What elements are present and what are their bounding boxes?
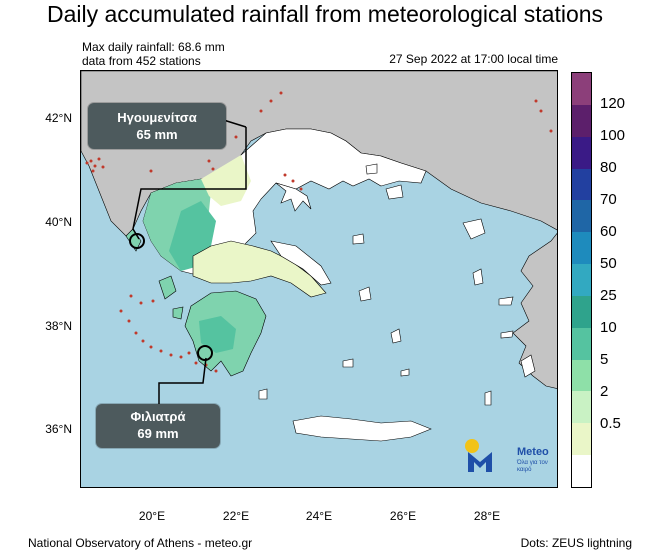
colorbar-label: 120	[600, 95, 626, 112]
colorbar-segment	[572, 295, 591, 328]
footer-lightning: Dots: ZEUS lightning	[520, 536, 632, 550]
callout-igoumenitsa-value: 65 mm	[136, 127, 178, 142]
colorbar-label: 0.5	[600, 415, 621, 432]
igoumenitsa-marker	[129, 233, 145, 249]
colorbar-segment	[572, 73, 591, 105]
kefalonia	[158, 275, 177, 300]
colorbar-segment	[572, 455, 591, 487]
karpathos	[484, 390, 492, 406]
lemnos	[385, 184, 404, 200]
lat-label-40: 40°N	[45, 215, 72, 229]
south-leader-line	[158, 357, 207, 411]
andros	[358, 286, 372, 302]
lon-label-20: 20°E	[138, 509, 166, 523]
lat-label-42: 42°N	[45, 111, 72, 125]
colorbar-label: 2	[600, 383, 609, 400]
lon-label-24: 24°E	[305, 509, 333, 523]
colorbar-segment	[572, 391, 591, 424]
thasos	[365, 163, 378, 175]
callout-filiatra-value: 69 mm	[137, 426, 179, 441]
rhodes	[520, 354, 536, 378]
colorbar-label: 80	[600, 159, 617, 176]
colorbar-segment	[572, 264, 591, 296]
evia	[270, 240, 332, 286]
colorbar-label: 70	[600, 191, 617, 208]
colorbar-segment	[572, 327, 591, 360]
lon-label-22: 22°E	[222, 509, 250, 523]
colorbar-label: 100	[600, 127, 626, 144]
colorbar-label: 10	[600, 319, 617, 336]
colorbar-segment	[572, 168, 591, 201]
footer-source: National Observatory of Athens - meteo.g…	[28, 536, 253, 550]
lat-label-36: 36°N	[45, 422, 72, 436]
filiatra-marker	[197, 345, 213, 361]
kos	[500, 330, 514, 339]
colorbar-segment	[572, 359, 591, 392]
thessaly-light	[201, 155, 251, 206]
colorbar-segment	[572, 232, 591, 265]
map-title: Daily accumulated rainfall from meteorol…	[46, 1, 604, 27]
greece-north	[142, 128, 427, 277]
chalkidiki	[275, 182, 312, 212]
logo-brand: Meteo	[517, 446, 549, 458]
callout-igoumenitsa: Ηγουμενίτσα 65 mm	[88, 103, 226, 149]
colorbar-label: 25	[600, 287, 617, 304]
colorbar-segment	[572, 200, 591, 233]
callout-igoumenitsa-name: Ηγουμενίτσα	[117, 110, 197, 125]
zakynthos	[172, 306, 184, 320]
lightning-dots	[85, 91, 553, 373]
colorbar-label: 60	[600, 223, 617, 240]
turkey-coast	[512, 233, 557, 389]
callout-filiatra: Φιλιατρά 69 mm	[96, 404, 220, 448]
milos	[342, 358, 354, 368]
santorini	[400, 368, 410, 377]
callout-filiatra-name: Φιλιατρά	[130, 409, 186, 424]
skyros	[352, 233, 365, 245]
colorbar	[571, 72, 592, 488]
colorbar-label: 50	[600, 255, 617, 272]
colorbar-segment	[572, 136, 591, 169]
north-leader-line	[132, 127, 247, 240]
lesvos	[462, 218, 486, 240]
kythira	[258, 388, 268, 400]
lon-label-28: 28°E	[473, 509, 501, 523]
colorbar-segment	[572, 423, 591, 456]
naxos	[390, 328, 402, 344]
crete	[292, 415, 432, 442]
central-greece	[192, 240, 327, 298]
colorbar-segment	[572, 104, 591, 137]
stations-count-text: data from 452 stations	[82, 54, 201, 68]
peloponnese-heavy	[199, 316, 236, 353]
lat-label-38: 38°N	[45, 319, 72, 333]
max-rainfall-text: Max daily rainfall: 68.6 mm	[82, 40, 225, 54]
meteo-logo-icon	[465, 439, 492, 472]
chios	[472, 268, 484, 286]
samos	[498, 296, 514, 306]
colorbar-label: 5	[600, 351, 609, 368]
logo-tagline: Όλα για τον καιρό	[517, 460, 548, 473]
lon-label-26: 26°E	[389, 509, 417, 523]
timestamp-text: 27 Sep 2022 at 17:00 local time	[389, 52, 558, 66]
max-rainfall-info: Max daily rainfall: 68.6 mm data from 45…	[82, 40, 225, 68]
